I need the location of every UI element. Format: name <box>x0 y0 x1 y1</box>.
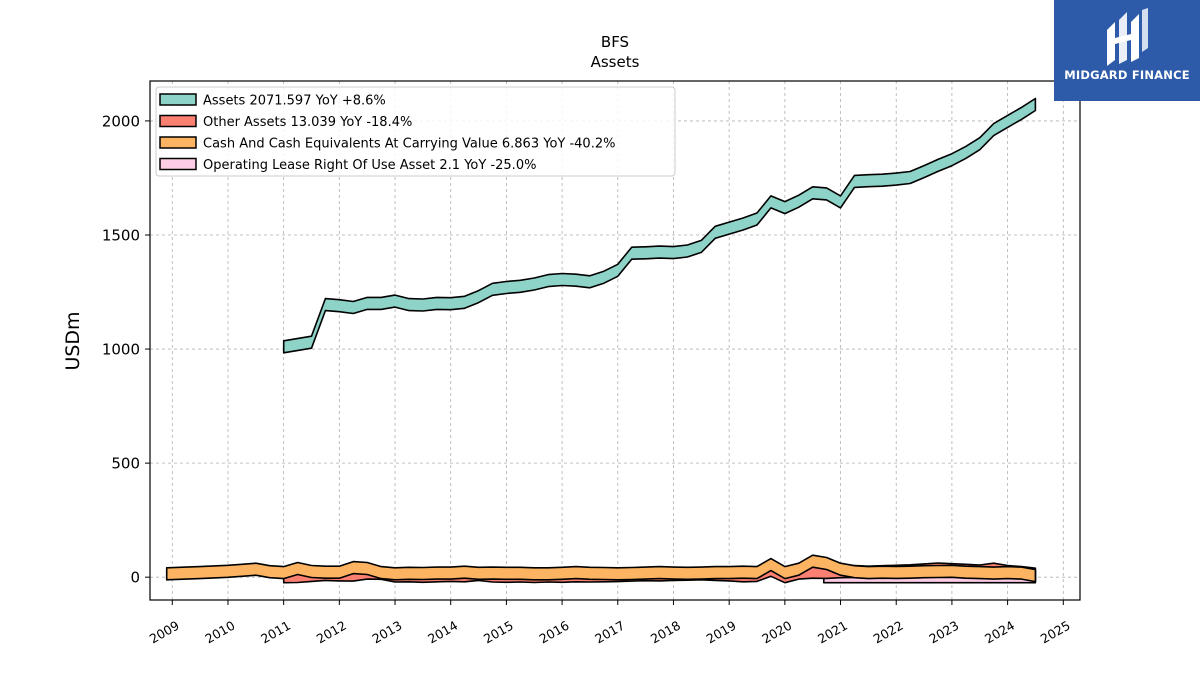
legend-swatch <box>159 157 197 171</box>
chart-title: BFS <box>601 33 629 51</box>
y-tick-label: 2000 <box>102 112 140 130</box>
x-tick-label: 2025 <box>1038 618 1073 647</box>
logo-text: MIDGARD FINANCE <box>1064 68 1190 82</box>
x-tick-label: 2010 <box>202 618 237 647</box>
y-axis-label: USDm <box>62 311 84 370</box>
x-tick-label: 2020 <box>759 618 794 647</box>
legend-entry: Operating Lease Right Of Use Asset 2.1 Y… <box>203 158 536 173</box>
y-tick-label: 500 <box>111 455 140 473</box>
x-tick-label: 2021 <box>815 618 850 647</box>
x-tick-label: 2009 <box>147 618 182 647</box>
x-tick-label: 2016 <box>537 618 572 647</box>
y-tick-label: 1500 <box>102 226 140 244</box>
series-layer <box>165 97 1037 584</box>
legend-swatch <box>159 114 197 128</box>
legend-entry: Assets 2071.597 YoY +8.6% <box>203 94 386 109</box>
x-tick-label: 2022 <box>871 618 906 647</box>
legend-entry: Cash And Cash Equivalents At Carrying Va… <box>203 137 615 152</box>
chart-subtitle: Assets <box>591 53 640 71</box>
x-tick-label: 2012 <box>314 618 349 647</box>
x-axis: 2009 2010 2011 2012 2013 2014 2015 2016 2017 2018… <box>147 600 1073 647</box>
series-band-assets <box>282 97 1037 354</box>
x-tick-label: 2018 <box>648 618 683 647</box>
y-tick-label: 0 <box>130 569 140 587</box>
legend: Assets 2071.597 YoY +8.6% Other Assets 1… <box>155 86 676 177</box>
brand-logo: MIDGARD FINANCE <box>1054 0 1200 101</box>
legend-swatch <box>159 136 197 149</box>
x-tick-label: 2014 <box>425 618 460 647</box>
legend-entry: Other Assets 13.039 YoY -18.4% <box>203 115 412 130</box>
y-axis: 0 500 1000 1500 2000 <box>102 112 150 587</box>
x-tick-label: 2013 <box>369 618 404 647</box>
x-tick-label: 2023 <box>926 618 961 647</box>
x-tick-label: 2017 <box>592 618 627 647</box>
x-tick-label: 2011 <box>258 618 293 647</box>
plot-frame <box>149 80 1081 601</box>
logo-mark-icon <box>1107 8 1148 66</box>
y-tick-label: 1000 <box>102 341 140 359</box>
legend-swatch <box>159 93 197 106</box>
x-tick-label: 2019 <box>704 618 739 647</box>
x-tick-label: 2015 <box>481 618 516 647</box>
legend-box <box>155 86 676 177</box>
series-band-cash-and-cash-equivalents-at-carrying-value <box>165 554 1037 583</box>
x-tick-label: 2024 <box>982 618 1017 647</box>
